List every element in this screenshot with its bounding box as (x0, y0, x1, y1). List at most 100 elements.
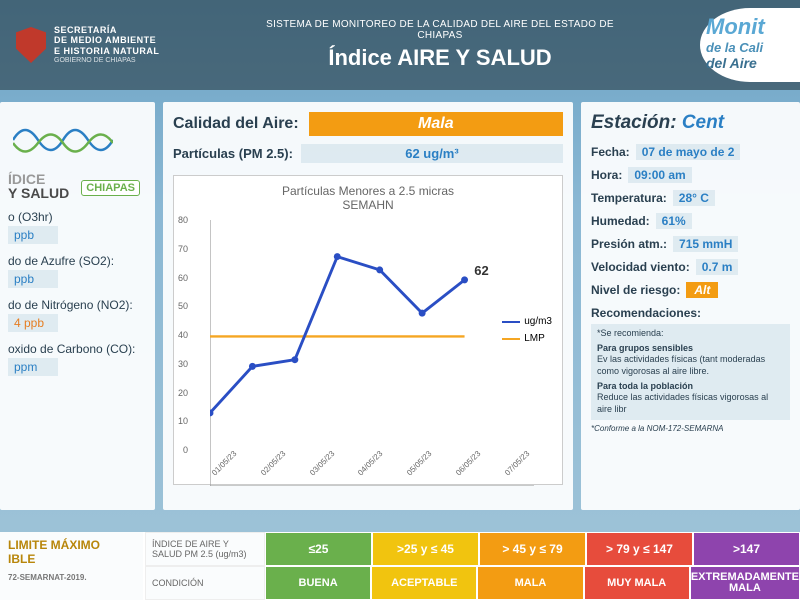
scale-range-cell: ≤25 (265, 532, 372, 566)
info-label: Velocidad viento: (591, 260, 690, 274)
info-label: Presión atm.: (591, 237, 667, 251)
scale-range-cell: > 79 y ≤ 147 (586, 532, 693, 566)
legend-swatch-series (502, 321, 520, 323)
lmp-line2: IBLE (8, 552, 135, 566)
info-rows: Fecha: 07 de mayo de 2 Hora: 09:00 am Temp… (591, 144, 790, 275)
pollutant-row: do de Azufre (SO2): ppb (8, 254, 147, 288)
recom-group-1-title: Para grupos sensibles (597, 343, 784, 355)
scale-head-1: ÍNDICE DE AIRE Y SALUD PM 2.5 (ug/m3) (145, 532, 265, 566)
header-bar: SECRETARÍA DE MEDIO AMBIENTE E HISTORIA … (0, 0, 800, 90)
air-quality-row: Calidad del Aire: Mala (173, 112, 563, 136)
pollutant-row: do de Nitrógeno (NO2): 4 ppb (8, 298, 147, 332)
info-label: Hora: (591, 168, 622, 182)
pollutant-value: ppb (8, 226, 58, 244)
right-panel: Estación: Cent Fecha: 07 de mayo de 2 Hor… (581, 102, 800, 510)
y-tick: 40 (178, 330, 188, 340)
scale-range-cell: >25 y ≤ 45 (372, 532, 479, 566)
scale-labels-row: CONDICIÓN BUENAACEPTABLEMALAMUY MALAEXTR… (145, 566, 800, 600)
info-value: 0.7 m (696, 259, 739, 275)
legend-lmp-label: LMP (524, 333, 545, 344)
government-shield-icon (16, 27, 46, 63)
chart-title-1: Partículas Menores a 2.5 micras (182, 184, 554, 198)
wave-icon (13, 115, 113, 165)
monitor-line1: Monit (706, 14, 794, 40)
station-value: Cent (682, 112, 724, 133)
info-label: Fecha: (591, 145, 630, 159)
risk-level-row: Nivel de riesgo: Alt (591, 282, 790, 298)
monitor-line2: de la Cali (706, 40, 794, 55)
legend-series-label: ug/m3 (524, 316, 552, 327)
recom-group-2-title: Para toda la población (597, 381, 784, 393)
air-quality-label: Calidad del Aire: (173, 115, 299, 133)
recommendations-header: Recomendaciones: (591, 306, 790, 320)
secretaria-line2: DE MEDIO AMBIENTE (54, 35, 159, 46)
info-row: Humedad: 61% (591, 213, 790, 229)
indice-text-2: Y SALUD (8, 185, 69, 201)
y-tick: 0 (183, 445, 188, 455)
secretaria-line1: SECRETARÍA (54, 25, 159, 36)
y-tick: 30 (178, 359, 188, 369)
indice-logo: ÍDICE Y SALUD CHIAPAS (8, 110, 148, 200)
scale-range-cell: >147 (693, 532, 800, 566)
system-subtitle: SISTEMA DE MONITOREO DE LA CALIDAD DEL A… (260, 19, 620, 41)
y-tick: 10 (178, 416, 188, 426)
particles-row: Partículas (PM 2.5): 62 ug/m³ (173, 144, 563, 163)
risk-level-badge: Alt (686, 282, 718, 298)
air-quality-badge: Mala (309, 112, 563, 136)
monitor-logo: Monit de la Cali del Aire (700, 8, 800, 82)
chart-callout: 62 (474, 263, 488, 278)
footnote: *Conforme a la NOM-172-SEMARNA (591, 424, 790, 433)
scale-labels: BUENAACEPTABLEMALAMUY MALAEXTREMADAMENTE… (265, 566, 800, 600)
main-content: ÍDICE Y SALUD CHIAPAS o (O3hr) ppbdo de … (0, 90, 800, 510)
info-value: 07 de mayo de 2 (636, 144, 741, 160)
center-panel: Calidad del Aire: Mala Partículas (PM 2.… (163, 102, 573, 510)
pollutants-list: o (O3hr) ppbdo de Azufre (SO2): ppbdo de… (8, 210, 147, 376)
scale-table: ÍNDICE DE AIRE Y SALUD PM 2.5 (ug/m3) ≤2… (145, 532, 800, 600)
x-axis: 01/05/2302/05/2303/05/2304/05/2305/05/23… (210, 471, 534, 480)
lmp-sub: 72-SEMARNAT-2019. (8, 573, 135, 583)
info-value: 09:00 am (628, 167, 691, 183)
scale-ranges-row: ÍNDICE DE AIRE Y SALUD PM 2.5 (ug/m3) ≤2… (145, 532, 800, 566)
info-label: Temperatura: (591, 191, 667, 205)
recom-intro: *Se recomienda: (597, 328, 664, 338)
chart-title-2: SEMAHN (182, 198, 554, 212)
pollutant-value: 4 ppb (8, 314, 58, 332)
info-value: 28° C (673, 190, 715, 206)
scale-label-cell: MUY MALA (584, 566, 690, 600)
chiapas-badge: CHIAPAS (81, 180, 140, 196)
risk-level-label: Nivel de riesgo: (591, 283, 680, 297)
info-row: Velocidad viento: 0.7 m (591, 259, 790, 275)
legend-swatch-lmp (502, 338, 520, 340)
info-row: Fecha: 07 de mayo de 2 (591, 144, 790, 160)
y-tick: 60 (178, 273, 188, 283)
header-center: SISTEMA DE MONITOREO DE LA CALIDAD DEL A… (260, 19, 620, 71)
y-tick: 80 (178, 215, 188, 225)
pollutant-label: oxido de Carbono (CO): (8, 342, 147, 356)
pollutant-value: ppb (8, 270, 58, 288)
secretaria-line3: E HISTORIA NATURAL (54, 46, 159, 57)
y-tick: 20 (178, 388, 188, 398)
lmp-box: LIMITE MÁXIMO IBLE 72-SEMARNAT-2019. (0, 532, 145, 600)
scale-label-cell: ACEPTABLE (371, 566, 477, 600)
particles-label: Partículas (PM 2.5): (173, 146, 293, 161)
left-panel: ÍDICE Y SALUD CHIAPAS o (O3hr) ppbdo de … (0, 102, 155, 510)
lmp-line1: LIMITE MÁXIMO (8, 538, 135, 552)
particles-value: 62 ug/m³ (301, 144, 563, 163)
scale-label-cell: MALA (477, 566, 583, 600)
info-row: Presión atm.: 715 mmH (591, 236, 790, 252)
scale-label-cell: BUENA (265, 566, 371, 600)
monitor-line3: del Aire (706, 55, 794, 71)
recom-group-1-text: Ev las actividades físicas (tant moderad… (597, 354, 765, 376)
scale-label-cell: EXTREMADAMENTE MALA (690, 566, 800, 600)
y-tick: 50 (178, 301, 188, 311)
pollutant-value: ppm (8, 358, 58, 376)
station-label: Estación: (591, 112, 677, 133)
info-value: 61% (656, 213, 692, 229)
recom-group-2-text: Reduce las actividades físicas vigorosas… (597, 392, 768, 414)
legend-item-lmp: LMP (502, 333, 552, 344)
station-title: Estación: Cent (591, 112, 790, 134)
info-row: Hora: 09:00 am (591, 167, 790, 183)
chart-svg (210, 220, 534, 486)
chart-legend: ug/m3 LMP (502, 310, 552, 350)
info-label: Humedad: (591, 214, 650, 228)
